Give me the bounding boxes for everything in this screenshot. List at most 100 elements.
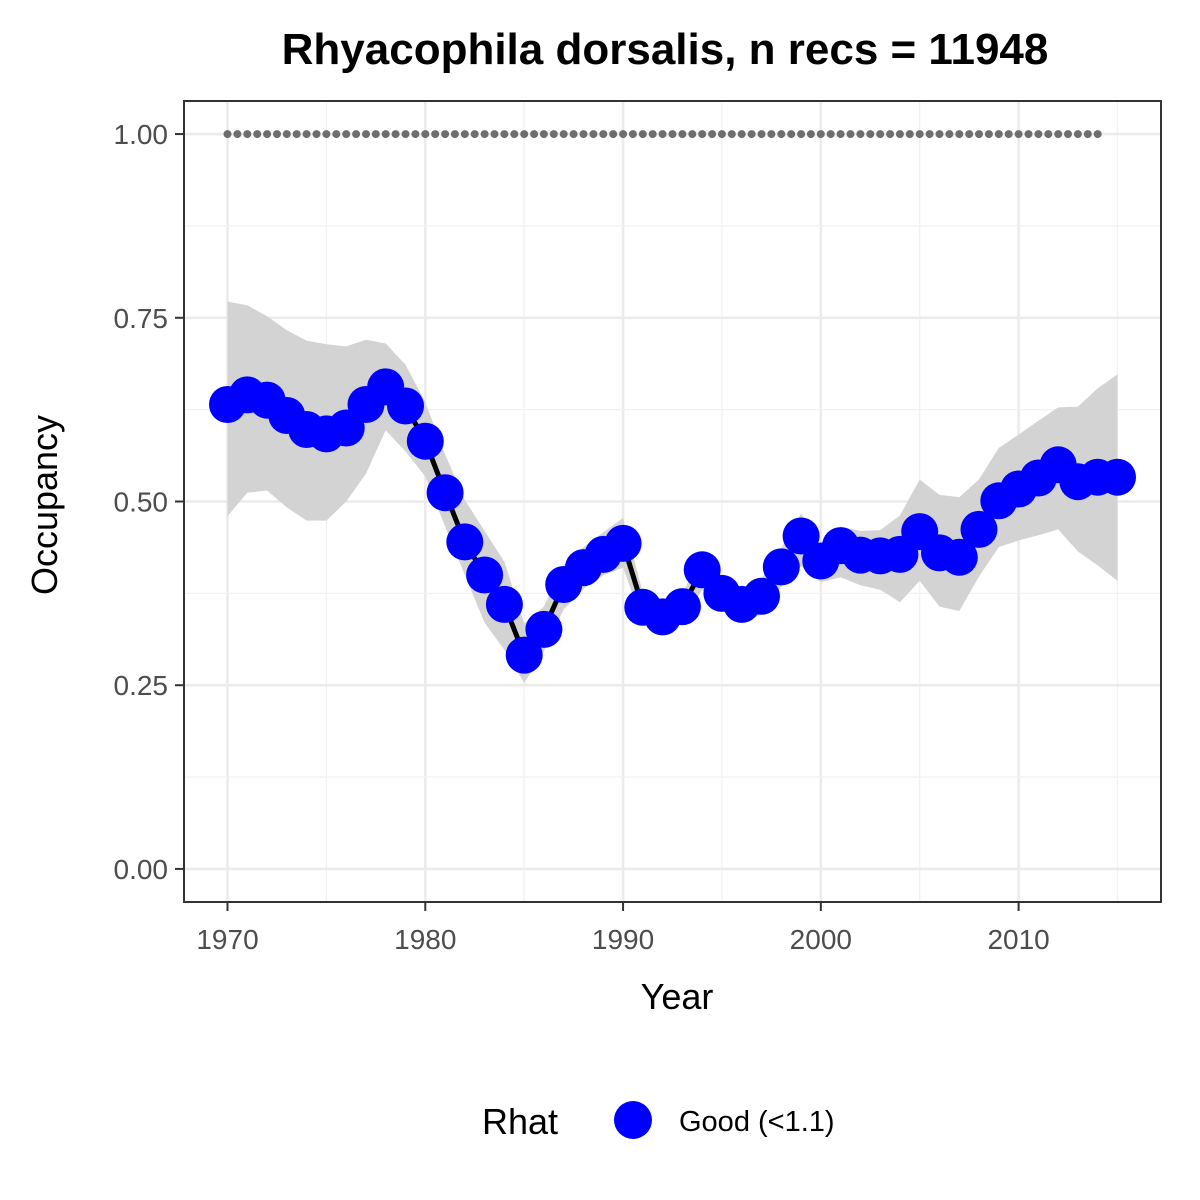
data-point-1985: [505, 636, 543, 674]
reference-dot: [727, 130, 736, 139]
reference-dot: [243, 130, 252, 139]
legend-label-good: Good (<1.1): [679, 1106, 835, 1138]
x-tick-label-2000: 2000: [790, 924, 852, 955]
reference-dot: [559, 130, 568, 139]
reference-dot: [895, 130, 904, 139]
reference-dot: [797, 130, 806, 139]
reference-dot: [717, 130, 726, 139]
reference-dot: [381, 130, 390, 139]
reference-dot: [253, 130, 262, 139]
reference-dot: [460, 130, 469, 139]
reference-dot: [678, 130, 687, 139]
reference-dot: [411, 130, 420, 139]
reference-dot: [530, 130, 539, 139]
reference-dot: [609, 130, 618, 139]
reference-dot: [994, 130, 1003, 139]
x-tick-label-1980: 1980: [394, 924, 456, 955]
data-point-1998: [762, 548, 800, 586]
reference-dot: [352, 130, 361, 139]
reference-dot: [302, 130, 311, 139]
reference-dot: [431, 130, 440, 139]
reference-dot: [638, 130, 647, 139]
y-tick-label-3: 0.75: [114, 303, 169, 334]
reference-dot: [945, 130, 954, 139]
x-axis: 1970 1980 1990 2000 2010: [196, 902, 1050, 955]
data-point-1983: [466, 556, 504, 594]
reference-dot: [1024, 130, 1033, 139]
occupancy-points: [209, 368, 1136, 674]
reference-dot: [619, 130, 628, 139]
data-point-2007: [940, 538, 978, 576]
reference-dot: [767, 130, 776, 139]
reference-dot: [975, 130, 983, 139]
reference-dot: [1083, 130, 1092, 139]
reference-dot: [777, 130, 786, 139]
data-point-1982: [446, 523, 484, 561]
data-point-2015: [1099, 458, 1136, 496]
reference-dot: [233, 130, 242, 139]
y-tick-label-2: 0.50: [114, 487, 169, 518]
reference-dot: [806, 130, 815, 139]
reference-dot: [668, 130, 677, 139]
data-point-1980: [406, 422, 444, 460]
reference-dot: [1054, 130, 1063, 139]
reference-dot: [856, 130, 865, 139]
data-point-1981: [426, 474, 464, 512]
reference-dot: [421, 130, 430, 139]
reference-dot: [816, 130, 825, 139]
reference-dot: [292, 130, 301, 139]
y-tick-label-0: 0.00: [114, 854, 169, 885]
reference-dot: [441, 130, 450, 139]
y-tick-label-1: 0.25: [114, 670, 169, 701]
reference-dot: [539, 130, 548, 139]
reference-dot: [450, 130, 459, 139]
reference-dot: [401, 130, 410, 139]
reference-dot: [490, 130, 499, 139]
x-tick-label-2010: 2010: [987, 924, 1049, 955]
data-point-1997: [743, 577, 780, 615]
reference-dot: [1064, 130, 1072, 139]
reference-dot: [737, 130, 746, 139]
reference-dot: [322, 130, 331, 139]
reference-dot: [223, 130, 232, 139]
reference-dot: [708, 130, 717, 139]
reference-dot: [698, 130, 707, 139]
reference-dotted-line: [223, 130, 1102, 139]
reference-dot: [500, 130, 509, 139]
reference-dot: [984, 130, 993, 139]
reference-dot: [1004, 130, 1013, 139]
reference-dot: [371, 130, 380, 139]
ribbon-area: [227, 301, 1118, 683]
reference-dot: [1093, 130, 1102, 139]
reference-dot: [332, 130, 341, 139]
reference-dot: [688, 130, 697, 139]
reference-dot: [510, 130, 519, 139]
reference-dot: [362, 130, 370, 139]
legend: Rhat Good (<1.1): [482, 1101, 835, 1142]
data-point-2008: [960, 510, 998, 548]
reference-dot: [935, 130, 944, 139]
reference-dot: [282, 130, 291, 139]
reference-dot: [747, 130, 756, 139]
data-point-1979: [387, 387, 424, 425]
reference-dot: [965, 130, 974, 139]
reference-dot: [520, 130, 529, 139]
reference-dot: [846, 130, 855, 139]
reference-dot: [599, 130, 608, 139]
x-axis-title: Year: [641, 976, 714, 1017]
reference-dot: [391, 130, 400, 139]
reference-dot: [549, 130, 558, 139]
reference-dot: [905, 130, 914, 139]
reference-dot: [1014, 130, 1023, 139]
legend-key-good: [614, 1101, 652, 1139]
reference-dot: [1034, 130, 1043, 139]
data-point-1999: [782, 517, 820, 555]
reference-dot: [628, 130, 637, 139]
y-tick-label-4: 1.00: [114, 119, 169, 150]
reference-dot: [826, 130, 835, 139]
reference-dot: [925, 130, 934, 139]
reference-dot: [658, 130, 667, 139]
x-tick-label-1970: 1970: [196, 924, 258, 955]
reference-dot: [787, 130, 796, 139]
reference-dot: [480, 130, 489, 139]
